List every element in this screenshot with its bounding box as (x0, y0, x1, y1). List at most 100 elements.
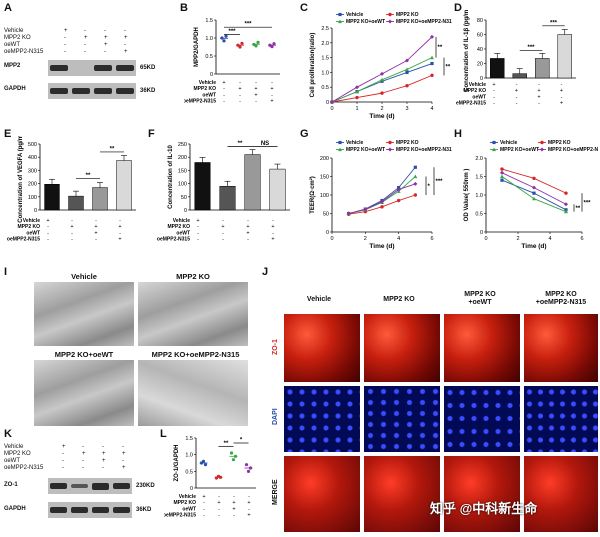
data-point (492, 140, 496, 145)
condition-sign: - (71, 237, 73, 243)
blot-sign: - (62, 451, 64, 457)
legend-label: MPP2 KO (396, 12, 419, 18)
blot-band (116, 65, 134, 71)
data-point (338, 19, 342, 24)
condition-sign: + (560, 88, 563, 94)
legend-label: MPP2 KO+oeWT (346, 147, 385, 153)
condition-sign: - (516, 101, 518, 107)
significance-label: * (428, 184, 431, 190)
data-point (532, 185, 536, 190)
condition-sign: + (94, 230, 97, 236)
condition-sign: + (217, 500, 220, 506)
significance-label: *** (436, 179, 444, 185)
condition-label: oeMPP2-N315 (184, 99, 216, 105)
data-point (222, 39, 226, 43)
blot-band (113, 483, 130, 489)
condition-sign: - (538, 82, 540, 88)
blot-band (50, 483, 67, 489)
watermark: 知乎 @中科新生命 (430, 501, 538, 516)
data-point (532, 196, 536, 201)
legend-label: MPP2 KO+oeWT (346, 19, 385, 25)
fl-row-label-zo1: ZO-1 (272, 339, 279, 355)
blot-a-row-label: MPP2 KO (4, 35, 31, 41)
y-axis-title: TEER(Ω·cm²) (309, 176, 316, 213)
data-point (355, 89, 359, 94)
data-point (405, 84, 409, 88)
condition-sign: - (203, 506, 205, 512)
condition-sign: - (223, 92, 225, 98)
em-label-ko: MPP2 KO (176, 272, 210, 281)
blot-sign: + (122, 465, 126, 471)
data-point (532, 176, 536, 181)
blot-a-band2-strip (48, 83, 136, 99)
panel-label-i: I (4, 266, 8, 278)
y-tick-label: 150 (320, 175, 329, 181)
blot-a-row-label: oeMPP2-N315 (4, 49, 44, 55)
y-tick-label: 0.5 (205, 54, 213, 60)
data-point (492, 147, 496, 152)
y-tick-label: 200 (320, 156, 329, 162)
x-tick-label: 2 (380, 106, 383, 112)
blot-sign: + (104, 35, 108, 41)
data-point (256, 40, 260, 44)
fl-col-label: MPP2 KO +oeWT (464, 291, 496, 306)
em-label-oemut: MPP2 KO+oeMPP2-N315 (151, 350, 240, 359)
condition-sign: - (239, 92, 241, 98)
data-point (246, 469, 251, 473)
y-tick-label: 0.5 (185, 469, 193, 475)
em-image-vehicle (34, 282, 134, 346)
blot-band (92, 483, 109, 490)
condition-label: oeMPP2-N315 (157, 237, 190, 243)
condition-label: Vehicle (199, 80, 216, 86)
condition-label: MPP2 KO (173, 500, 196, 506)
em-image-oemut (138, 360, 248, 426)
data-point (388, 147, 392, 152)
bar (557, 34, 572, 79)
data-point (500, 167, 504, 171)
condition-sign: - (272, 218, 274, 224)
x-tick-label: 0 (484, 236, 487, 242)
bar (44, 184, 60, 211)
blot-k-band1-strip (48, 478, 132, 494)
data-point (564, 202, 568, 207)
y-tick-label: 0 (480, 230, 483, 236)
blot-sign: + (102, 458, 106, 464)
significance-label: *** (244, 22, 252, 28)
panel-label-l: L (160, 428, 167, 440)
y-tick-label: 0 (184, 208, 187, 214)
legend-label: MPP2 KO+oeWT (500, 147, 539, 153)
condition-sign: - (47, 224, 49, 230)
condition-sign: + (254, 86, 257, 92)
x-tick-label: 0 (330, 106, 333, 112)
blot-sign: - (124, 28, 126, 34)
y-tick-label: 1.5 (321, 56, 329, 62)
bar (219, 185, 236, 211)
condition-sign: + (118, 237, 121, 243)
panel-label-e: E (4, 128, 12, 140)
data-point (338, 12, 342, 17)
fl-image-zo1-oemut (524, 314, 598, 382)
condition-label: oeWT (202, 92, 216, 98)
condition-sign: + (246, 230, 249, 236)
blot-sign: + (122, 451, 126, 457)
data-point (338, 140, 342, 145)
blot-band (50, 507, 67, 513)
x-tick-label: 4 (397, 236, 400, 242)
blot-k-band2-strip (48, 502, 132, 518)
chart-l: 00.51.01.5ZO-1/GAPDH***Vehicle + - - -MPP2 K… (164, 436, 256, 519)
y-tick-label: 400 (28, 155, 37, 161)
condition-sign: - (255, 99, 257, 105)
y-tick-label: 100 (320, 193, 329, 199)
bar (68, 195, 84, 211)
y-tick-label: 50 (323, 212, 329, 218)
condition-sign: + (537, 94, 540, 100)
blot-k-band2-label: GAPDH (4, 506, 26, 512)
y-tick-label: 0 (326, 100, 329, 106)
condition-sign: + (492, 82, 495, 88)
y-tick-label: 500 (28, 142, 37, 148)
y-tick-label: 40 (477, 47, 483, 53)
y-tick-label: 1.5 (475, 175, 483, 181)
condition-label: oeWT (176, 230, 190, 236)
blot-sign: - (102, 465, 104, 471)
condition-sign: - (71, 230, 73, 236)
